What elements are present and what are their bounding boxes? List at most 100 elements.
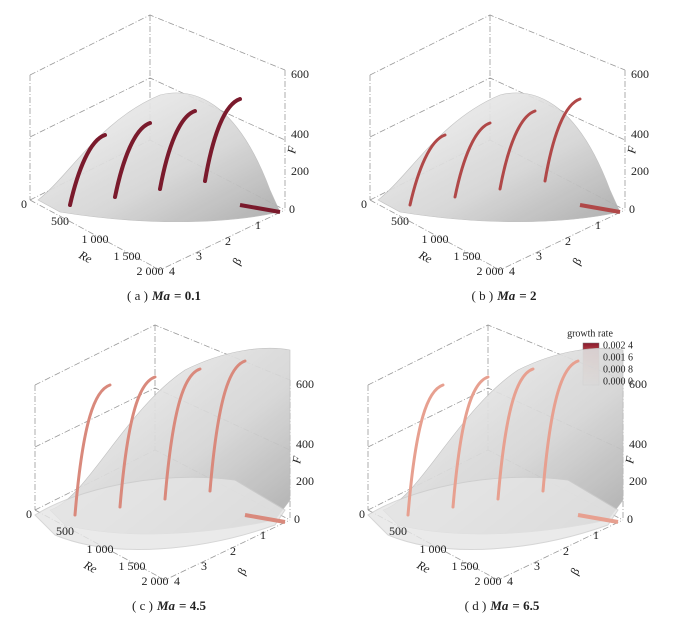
surface bbox=[37, 92, 281, 223]
f-tick-label: 0 bbox=[289, 202, 295, 216]
f-tick-label: 400 bbox=[631, 127, 649, 141]
re-tick-label: 0 bbox=[361, 197, 367, 211]
colorbar-tick-label: 0.002 4 bbox=[603, 340, 633, 351]
beta-tick-label: 4 bbox=[169, 264, 175, 278]
beta-tick-label: 3 bbox=[196, 249, 202, 263]
beta-axis-label: β bbox=[567, 565, 582, 577]
caption-eq: = 4.5 bbox=[179, 598, 206, 613]
beta-tick-label: 3 bbox=[534, 559, 540, 573]
re-axis-label: Re bbox=[416, 247, 435, 266]
beta-axis-label: β bbox=[234, 565, 249, 577]
beta-tick-label: 4 bbox=[509, 264, 515, 278]
f-axis-label: F bbox=[284, 144, 299, 155]
beta-tick-label: 3 bbox=[201, 559, 207, 573]
ridge bbox=[163, 367, 202, 501]
caption: ( b ) Ma = 2 bbox=[472, 288, 537, 303]
re-tick-label: 2 000 bbox=[475, 574, 502, 588]
ridge bbox=[68, 133, 107, 207]
caption: ( d ) Ma = 6.5 bbox=[465, 598, 540, 613]
re-axis-label: Re bbox=[414, 557, 433, 576]
lower-surface bbox=[367, 476, 619, 550]
colorbar-tick-label: 0.000 0 bbox=[603, 376, 633, 387]
f-tick-label: 600 bbox=[631, 67, 649, 81]
caption-label: ( c ) bbox=[132, 598, 153, 613]
f-tick-label: 0 bbox=[294, 512, 300, 526]
re-tick-label: 1 000 bbox=[82, 232, 109, 246]
caption-var: Ma bbox=[151, 288, 171, 303]
caption-label: ( a ) bbox=[127, 288, 148, 303]
f-tick-label: 0 bbox=[627, 512, 633, 526]
ridge bbox=[113, 121, 152, 199]
ridge-edge bbox=[239, 203, 281, 214]
caption-label: ( d ) bbox=[465, 598, 487, 613]
re-tick-label: 1 500 bbox=[119, 559, 146, 573]
f-tick-label: 600 bbox=[296, 377, 314, 391]
ridge bbox=[498, 109, 537, 191]
ridge bbox=[541, 359, 580, 493]
beta-tick-label: 1 bbox=[593, 528, 599, 542]
f-tick-label: 200 bbox=[291, 164, 309, 178]
caption-eq: = 2 bbox=[519, 288, 536, 303]
beta-tick-label: 4 bbox=[507, 574, 513, 588]
ridge bbox=[408, 133, 447, 207]
re-axis-label: Re bbox=[76, 247, 95, 266]
re-axis-label: Re bbox=[81, 557, 100, 576]
ridge bbox=[496, 367, 535, 501]
beta-tick-label: 4 bbox=[174, 574, 180, 588]
beta-axis-label: β bbox=[229, 255, 244, 267]
re-tick-label: 1 500 bbox=[114, 249, 141, 263]
f-tick-label: 600 bbox=[291, 67, 309, 81]
ridge-edge bbox=[244, 513, 286, 524]
ridge bbox=[453, 121, 492, 199]
ridge bbox=[158, 109, 197, 191]
ridge bbox=[118, 375, 157, 509]
f-tick-label: 600 bbox=[629, 377, 647, 391]
beta-tick-label: 2 bbox=[565, 234, 571, 248]
ridge-edge bbox=[579, 203, 621, 214]
re-tick-label: 500 bbox=[51, 214, 69, 228]
beta-tick-label: 2 bbox=[225, 234, 231, 248]
re-tick-label: 2 000 bbox=[142, 574, 169, 588]
colorbar-tick-label: 0.001 6 bbox=[603, 352, 633, 363]
re-tick-label: 2 000 bbox=[137, 264, 164, 278]
ridge bbox=[406, 383, 445, 517]
f-axis-label: F bbox=[289, 454, 304, 465]
caption: ( a ) Ma = 0.1 bbox=[127, 288, 201, 303]
re-tick-label: 1 500 bbox=[454, 249, 481, 263]
colorbar-title: growth rate bbox=[567, 328, 613, 339]
beta-tick-label: 2 bbox=[563, 544, 569, 558]
f-tick-label: 0 bbox=[629, 202, 635, 216]
re-tick-label: 0 bbox=[26, 507, 32, 521]
re-tick-label: 1 500 bbox=[452, 559, 479, 573]
ridge bbox=[543, 97, 582, 183]
caption-label: ( b ) bbox=[472, 288, 494, 303]
beta-tick-label: 2 bbox=[230, 544, 236, 558]
lower-surface bbox=[34, 476, 286, 550]
f-tick-label: 200 bbox=[296, 474, 314, 488]
re-tick-label: 500 bbox=[391, 214, 409, 228]
caption-var: Ma bbox=[496, 288, 516, 303]
beta-tick-label: 1 bbox=[255, 218, 261, 232]
re-tick-label: 1 000 bbox=[420, 542, 447, 556]
re-tick-label: 2 000 bbox=[477, 264, 504, 278]
ridge bbox=[208, 359, 247, 493]
beta-tick-label: 3 bbox=[536, 249, 542, 263]
caption-var: Ma bbox=[489, 598, 509, 613]
f-tick-label: 400 bbox=[629, 437, 647, 451]
re-tick-label: 1 000 bbox=[422, 232, 449, 246]
f-tick-label: 400 bbox=[296, 437, 314, 451]
caption-var: Ma bbox=[156, 598, 176, 613]
re-tick-label: 500 bbox=[389, 524, 407, 538]
caption-eq: = 6.5 bbox=[512, 598, 539, 613]
colorbar-tick-label: 0.000 8 bbox=[603, 364, 633, 375]
ridge-edge bbox=[577, 513, 619, 524]
f-tick-label: 200 bbox=[631, 164, 649, 178]
f-axis-label: F bbox=[622, 454, 637, 465]
ridge bbox=[73, 383, 112, 517]
re-tick-label: 0 bbox=[21, 197, 27, 211]
caption-eq: = 0.1 bbox=[174, 288, 201, 303]
